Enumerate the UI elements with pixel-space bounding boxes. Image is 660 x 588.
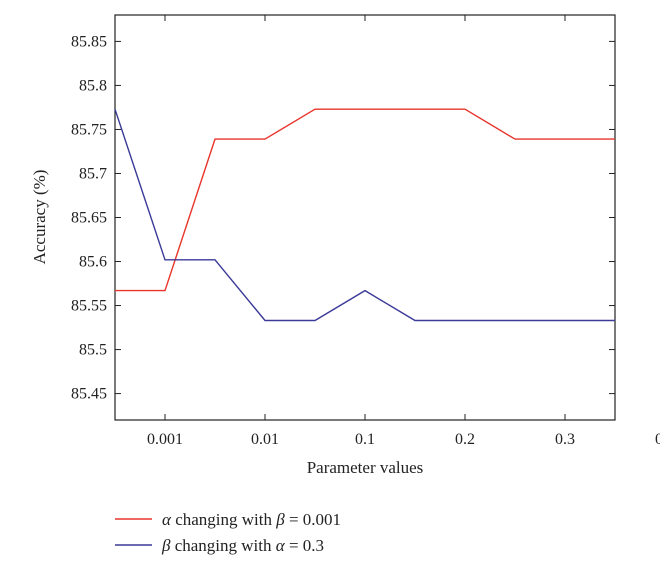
- x-axis-title: Parameter values: [307, 458, 424, 477]
- y-tick-label: 85.8: [79, 77, 107, 94]
- legend-label-part: changing with: [171, 510, 276, 529]
- y-tick-label: 85.55: [71, 298, 107, 315]
- y-tick-label: 85.5: [79, 342, 107, 359]
- legend-label-part: α: [276, 536, 286, 555]
- legend-label-part: = 0.001: [285, 510, 341, 529]
- x-tick-label: 0.01: [251, 431, 279, 448]
- series-line-1: [115, 108, 615, 292]
- y-tick-label: 85.45: [71, 386, 107, 403]
- y-axis-title: Accuracy (%): [30, 170, 49, 265]
- plot-frame: [114, 14, 616, 421]
- y-axis-ticks: 85.45 85.5 85.55 85.6 85.65 85.7 85.75 85.8 85.8…: [71, 33, 615, 403]
- legend-label-1: α changing with β = 0.001: [162, 510, 341, 529]
- y-tick-label: 85.65: [71, 210, 107, 227]
- y-tick-label: 85.75: [71, 121, 107, 138]
- x-tick-label: 0.4: [655, 431, 660, 448]
- x-tick-label: 0.2: [455, 431, 475, 448]
- legend-label-part: = 0.3: [285, 536, 324, 555]
- legend-label-2: β changing with α = 0.3: [161, 536, 324, 555]
- legend-label-part: changing with: [170, 536, 275, 555]
- y-tick-label: 85.7: [79, 165, 107, 182]
- series-layer: [114, 108, 615, 322]
- y-tick-label: 85.85: [71, 33, 107, 50]
- series-line-2: [114, 108, 615, 322]
- x-tick-label: 0.001: [147, 431, 183, 448]
- legend-label-part: β: [161, 536, 171, 555]
- legend-label-part: α: [162, 510, 172, 529]
- x-tick-label: 0.1: [355, 431, 375, 448]
- x-tick-label: 0.3: [555, 431, 575, 448]
- x-axis-ticks: 0.001 0.01 0.1 0.2 0.3 0.4: [147, 15, 660, 448]
- legend-label-part: β: [275, 510, 285, 529]
- y-tick-label: 85.6: [79, 254, 107, 271]
